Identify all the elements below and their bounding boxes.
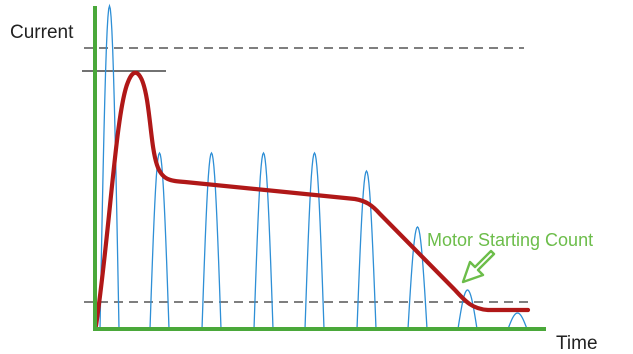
current-curve [93,70,531,329]
y-axis-label: Current [10,22,74,43]
pulse-wave [507,312,528,330]
pulse-wave [407,226,428,330]
pulse-wave [253,151,274,330]
pulse-wave [201,151,222,330]
pulse-wave [149,151,170,330]
pulse-wave [304,151,325,330]
motor-starting-count-label: Motor Starting Count [427,230,593,250]
pulse-wave [457,289,478,330]
pulse-wave [356,169,377,330]
x-axis-label: Time [556,333,598,354]
annotation-arrow-icon [461,249,496,284]
